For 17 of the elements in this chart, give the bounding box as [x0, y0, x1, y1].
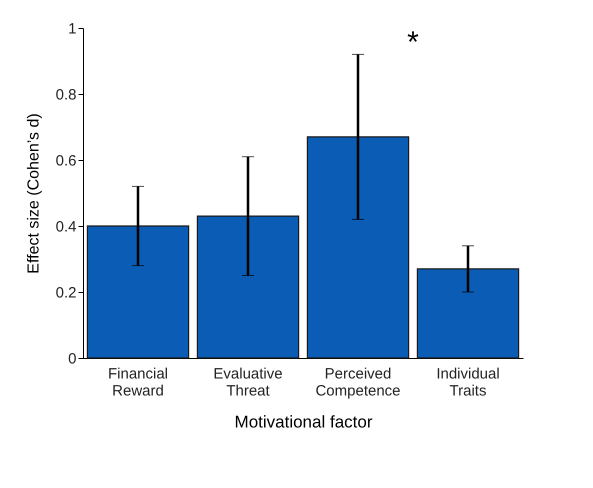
x-tick-label: Evaluative Threat: [213, 366, 283, 400]
y-tick-label: 0: [68, 350, 76, 368]
annotation: *: [407, 26, 420, 59]
x-tick-label: Perceived Competence: [315, 366, 401, 400]
y-axis-title: Effect size (Cohen’s d): [26, 113, 43, 274]
bar: [306, 136, 410, 359]
y-tick-label: 0.2: [56, 284, 76, 302]
bar: [196, 216, 300, 359]
x-axis-title: Motivational factor: [234, 412, 373, 432]
bar: [416, 268, 520, 359]
y-tick-label: 0.6: [56, 152, 76, 170]
y-tick-label: 0.4: [56, 218, 76, 236]
y-tick-label: 1: [68, 20, 76, 38]
bar: [86, 225, 190, 359]
x-tick-label: Individual Traits: [436, 366, 500, 400]
x-tick-label: Financial Reward: [108, 366, 168, 400]
y-tick-label: 0.8: [56, 86, 76, 104]
